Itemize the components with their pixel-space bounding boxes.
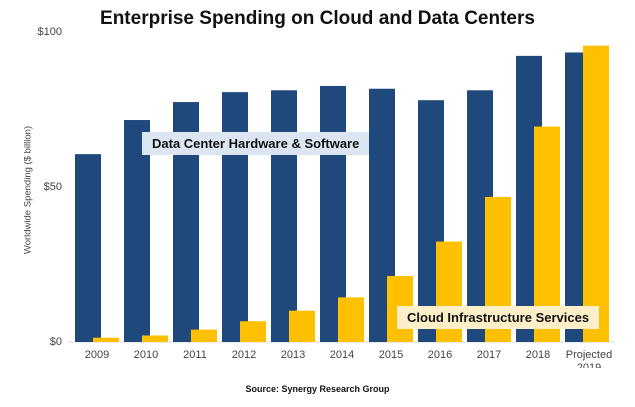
annotation-cloud: Cloud Infrastructure Services xyxy=(397,306,600,329)
source-note: Source: Synergy Research Group xyxy=(245,384,390,394)
chart: Enterprise Spending on Cloud and Data Ce… xyxy=(23,8,615,368)
datacenter-bar-2013 xyxy=(271,90,297,342)
x-tick-label: 2014 xyxy=(329,349,355,361)
x-tick-label: 2015 xyxy=(378,349,404,361)
x-tick-label: Projected 2019 xyxy=(565,349,613,368)
x-tick-label: 2011 xyxy=(183,349,207,361)
cloud-bar-2009 xyxy=(93,337,119,342)
cloud-bar-projected-2019 xyxy=(583,45,609,342)
datacenter-bar-2010 xyxy=(124,120,150,342)
x-tick-label: 2016 xyxy=(427,349,453,361)
x-tick-label: 2018 xyxy=(525,349,551,361)
cloud-bar-2012 xyxy=(240,321,266,342)
x-tick-label: 2010 xyxy=(133,349,159,361)
datacenter-bar-2012 xyxy=(222,92,248,342)
cloud-bar-2011 xyxy=(191,329,217,342)
y-tick-100: $100 xyxy=(37,26,62,38)
y-tick-0: $0 xyxy=(49,336,62,348)
x-tick-label: 2013 xyxy=(280,349,306,361)
cloud-bar-2010 xyxy=(142,335,168,342)
cloud-bar-2013 xyxy=(289,310,315,342)
annotation-data-center: Data Center Hardware & Software xyxy=(142,132,370,155)
cloud-bar-2014 xyxy=(338,297,364,342)
x-tick-label: 2012 xyxy=(231,349,257,361)
y-tick-50: $50 xyxy=(43,181,62,193)
datacenter-bar-2009 xyxy=(75,154,101,342)
x-tick-label: 2017 xyxy=(476,349,502,361)
chart-title: Enterprise Spending on Cloud and Data Ce… xyxy=(100,8,535,29)
x-tick-label: 2009 xyxy=(84,349,110,361)
